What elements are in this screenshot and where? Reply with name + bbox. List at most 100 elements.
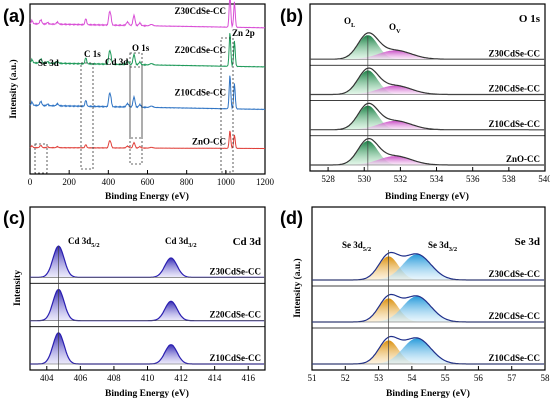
x-tick-label: 538 xyxy=(502,174,516,184)
panel-c-ticks: 404 406 408 410 412 414 416 xyxy=(40,366,255,383)
series-line xyxy=(29,130,266,150)
panel-c-peak-label-52: Cd 3d5/2 xyxy=(68,236,100,249)
fit-component xyxy=(146,301,196,321)
panel-d: (d) Se 3d Intensity (a.u.) Binding Energ… xyxy=(280,206,550,399)
panel-d-peak-label-52: Se 3d5/2 xyxy=(342,240,371,253)
panel-d-frame xyxy=(311,206,546,371)
x-tick-label: 54 xyxy=(407,373,417,383)
panel-b-label: (b) xyxy=(280,6,303,26)
panel-a-peak-labels: Se 3d C 1s Cd 3d O 1s Zn 2p xyxy=(38,28,255,68)
x-tick-label: 400 xyxy=(102,177,116,187)
panel-d-curves xyxy=(312,250,545,370)
panel-c-ylabel: Intensity xyxy=(13,270,23,306)
series-label: Z30CdSe-CC xyxy=(174,6,226,16)
x-tick-label: 532 xyxy=(394,174,408,184)
x-tick-label: 528 xyxy=(321,174,335,184)
panel-c-xlabel: Binding Energy (eV) xyxy=(105,388,189,399)
x-tick-label: 414 xyxy=(208,373,222,383)
x-tick-label: 51 xyxy=(308,373,317,383)
panel-a-xlabel: Binding Energy (eV) xyxy=(105,191,189,202)
series-label: Z10CdSe-CC xyxy=(209,353,261,363)
panel-d-ylabel: Intensity (a.u.) xyxy=(292,258,303,317)
panel-b-peak-label-ov: OV xyxy=(389,22,401,35)
x-tick-label: 58 xyxy=(541,373,550,383)
peak-region-box xyxy=(34,143,48,174)
panel-d-xlabel: Binding Energy (eV) xyxy=(386,388,470,399)
panel-c-curves xyxy=(30,245,265,370)
peak-label: Se 3d xyxy=(38,58,59,68)
panel-b-xlabel: Binding Energy (eV) xyxy=(385,191,469,202)
x-tick-label: 600 xyxy=(141,177,155,187)
panel-b-peak-label-ol: OL xyxy=(344,16,356,29)
peak-region-box xyxy=(129,66,143,139)
x-tick-label: 530 xyxy=(357,174,371,184)
peak-region-box xyxy=(220,37,234,173)
series-label: Z10CdSe-CC xyxy=(488,353,540,363)
panel-b-curves xyxy=(310,32,545,171)
x-tick-label: 55 xyxy=(441,373,451,383)
panel-d-label: (d) xyxy=(280,208,303,228)
series-label: Z30CdSe-CC xyxy=(488,269,540,279)
panel-d-peak-label-32: Se 3d3/2 xyxy=(428,240,457,253)
x-tick-label: 56 xyxy=(474,373,484,383)
x-tick-label: 53 xyxy=(374,373,384,383)
series-label: Z20CdSe-CC xyxy=(488,311,540,321)
fit-component xyxy=(360,296,473,322)
series-line xyxy=(29,33,266,68)
panel-a: (a) Intensity (a.u.) Binding Energy (eV)… xyxy=(3,0,275,202)
panel-c-title: Cd 3d xyxy=(233,236,261,248)
fit-component xyxy=(329,120,460,130)
fit-component xyxy=(329,85,460,95)
peak-label: C 1s xyxy=(84,49,101,59)
panel-c-peak-label-32: Cd 3d3/2 xyxy=(165,236,197,249)
series-line xyxy=(29,0,266,29)
panel-d-title: Se 3d xyxy=(515,236,540,248)
panel-b-title: O 1s xyxy=(519,13,541,25)
series-label: ZnO-CC xyxy=(192,137,226,147)
series-label: Z20CdSe-CC xyxy=(488,84,540,94)
peak-label: Cd 3d xyxy=(105,57,128,67)
peak-label: O 1s xyxy=(132,43,150,53)
series-label: Z10CdSe-CC xyxy=(488,119,540,129)
fit-component xyxy=(360,254,473,280)
panel-b-series-labels: Z30CdSe-CC Z20CdSe-CC Z10CdSe-CC ZnO-CC xyxy=(488,48,540,164)
panel-a-label: (a) xyxy=(3,6,25,26)
fit-component xyxy=(329,156,460,165)
panel-a-curves xyxy=(29,0,266,150)
panel-d-series-labels: Z30CdSe-CC Z20CdSe-CC Z10CdSe-CC xyxy=(488,269,540,363)
fit-component xyxy=(146,344,196,364)
series-label: Z30CdSe-CC xyxy=(209,266,261,276)
panel-a-series-labels: Z30CdSe-CC Z20CdSe-CC Z10CdSe-CC ZnO-CC xyxy=(174,6,226,147)
x-tick-label: 416 xyxy=(241,373,255,383)
series-line xyxy=(29,75,266,111)
x-tick-label: 534 xyxy=(430,174,444,184)
series-label: ZnO-CC xyxy=(506,154,540,164)
series-label: Z30CdSe-CC xyxy=(488,48,540,58)
fit-component xyxy=(146,258,196,278)
x-tick-label: 410 xyxy=(141,373,155,383)
panel-b: (b) O 1s Binding Energy (eV) 528 530 532 53… xyxy=(280,3,550,202)
panel-a-ticks: 0 200 400 600 800 1000 1200 xyxy=(28,170,275,187)
x-tick-label: 0 xyxy=(28,177,33,187)
peak-region-box xyxy=(129,52,143,165)
peak-label: Zn 2p xyxy=(232,28,255,38)
panel-d-ticks: 51 52 53 54 55 56 57 58 xyxy=(308,366,550,383)
x-tick-label: 200 xyxy=(62,177,76,187)
fit-component xyxy=(329,50,460,60)
x-tick-label: 536 xyxy=(466,174,480,184)
series-label: Z20CdSe-CC xyxy=(209,310,261,320)
panel-c-frame xyxy=(29,206,266,371)
x-tick-label: 1000 xyxy=(217,177,236,187)
panel-c-label: (c) xyxy=(3,208,25,228)
panel-c-series-labels: Z30CdSe-CC Z20CdSe-CC Z10CdSe-CC xyxy=(209,266,261,363)
series-label: Z10CdSe-CC xyxy=(174,87,226,97)
x-tick-label: 404 xyxy=(40,373,54,383)
x-tick-label: 412 xyxy=(174,373,188,383)
panel-c: (c) Cd 3d Intensity Binding Energy (eV) … xyxy=(3,206,266,399)
x-tick-label: 52 xyxy=(341,373,350,383)
series-label: Z20CdSe-CC xyxy=(174,45,226,55)
x-tick-label: 540 xyxy=(538,174,550,184)
x-tick-label: 1200 xyxy=(256,177,275,187)
panel-a-ylabel: Intensity (a.u.) xyxy=(8,59,19,118)
panel-a-dashed-boxes xyxy=(34,37,234,174)
